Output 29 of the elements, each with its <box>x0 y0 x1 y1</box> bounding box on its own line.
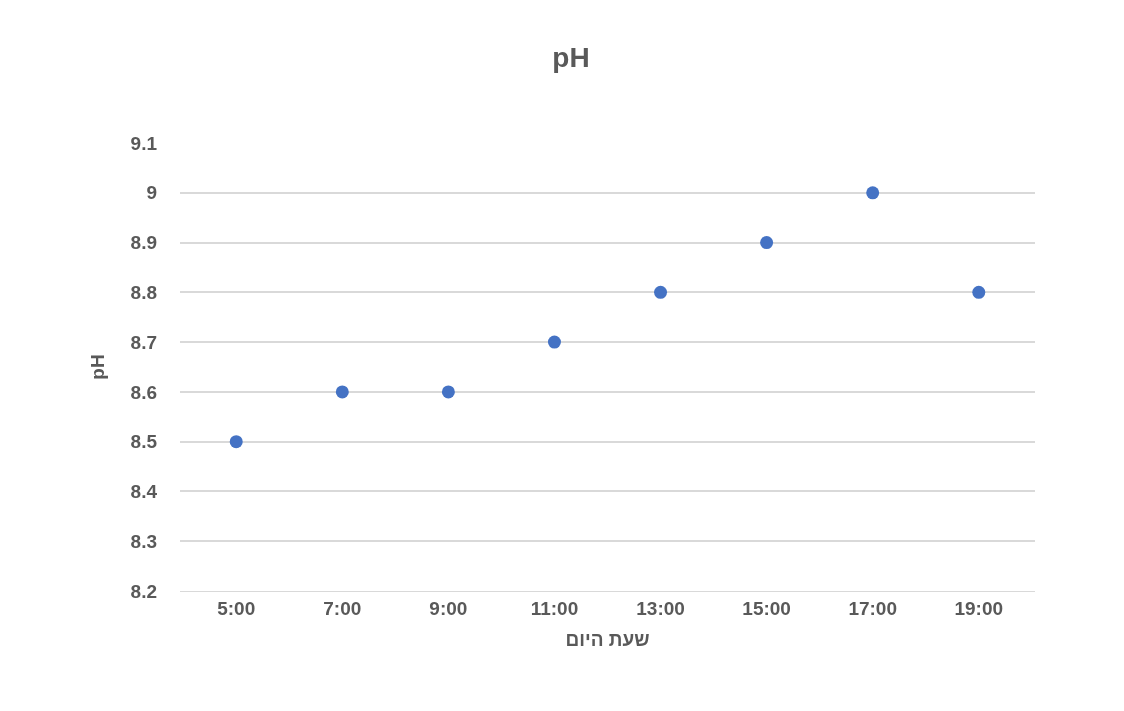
y-tick-label: 8.8 <box>130 281 157 303</box>
x-tick-label: 11:00 <box>530 597 579 619</box>
y-tick-label: 9.1 <box>130 132 158 154</box>
y-tick-label: 9 <box>146 182 157 204</box>
y-tick-label: 8.6 <box>130 381 157 403</box>
x-tick-label: 19:00 <box>954 597 1004 619</box>
point <box>335 385 349 399</box>
x-tick-label: 5:00 <box>217 597 256 619</box>
point <box>229 435 243 449</box>
y-tick-label: 8.4 <box>130 481 158 503</box>
point <box>866 186 880 200</box>
point <box>441 385 455 399</box>
x-axis-title: שעת היום <box>565 628 650 650</box>
point <box>760 236 774 250</box>
point <box>972 285 986 299</box>
y-tick-label: 8.3 <box>130 530 157 552</box>
x-tick-label: 15:00 <box>742 597 791 619</box>
x-tick-label: 13:00 <box>636 597 685 619</box>
x-tick-label: 9:00 <box>429 597 468 619</box>
y-axis-title: pH <box>87 354 109 380</box>
x-tick-label: 17:00 <box>848 597 897 619</box>
y-tick-label: 8.7 <box>130 331 157 353</box>
point <box>654 285 668 299</box>
point <box>547 335 561 349</box>
chart-title: pH <box>552 41 590 73</box>
y-tick-label: 8.2 <box>130 580 157 602</box>
y-tick-label: 8.5 <box>130 431 158 453</box>
y-tick-label: 8.9 <box>130 232 157 254</box>
x-tick-label: 7:00 <box>323 597 362 619</box>
